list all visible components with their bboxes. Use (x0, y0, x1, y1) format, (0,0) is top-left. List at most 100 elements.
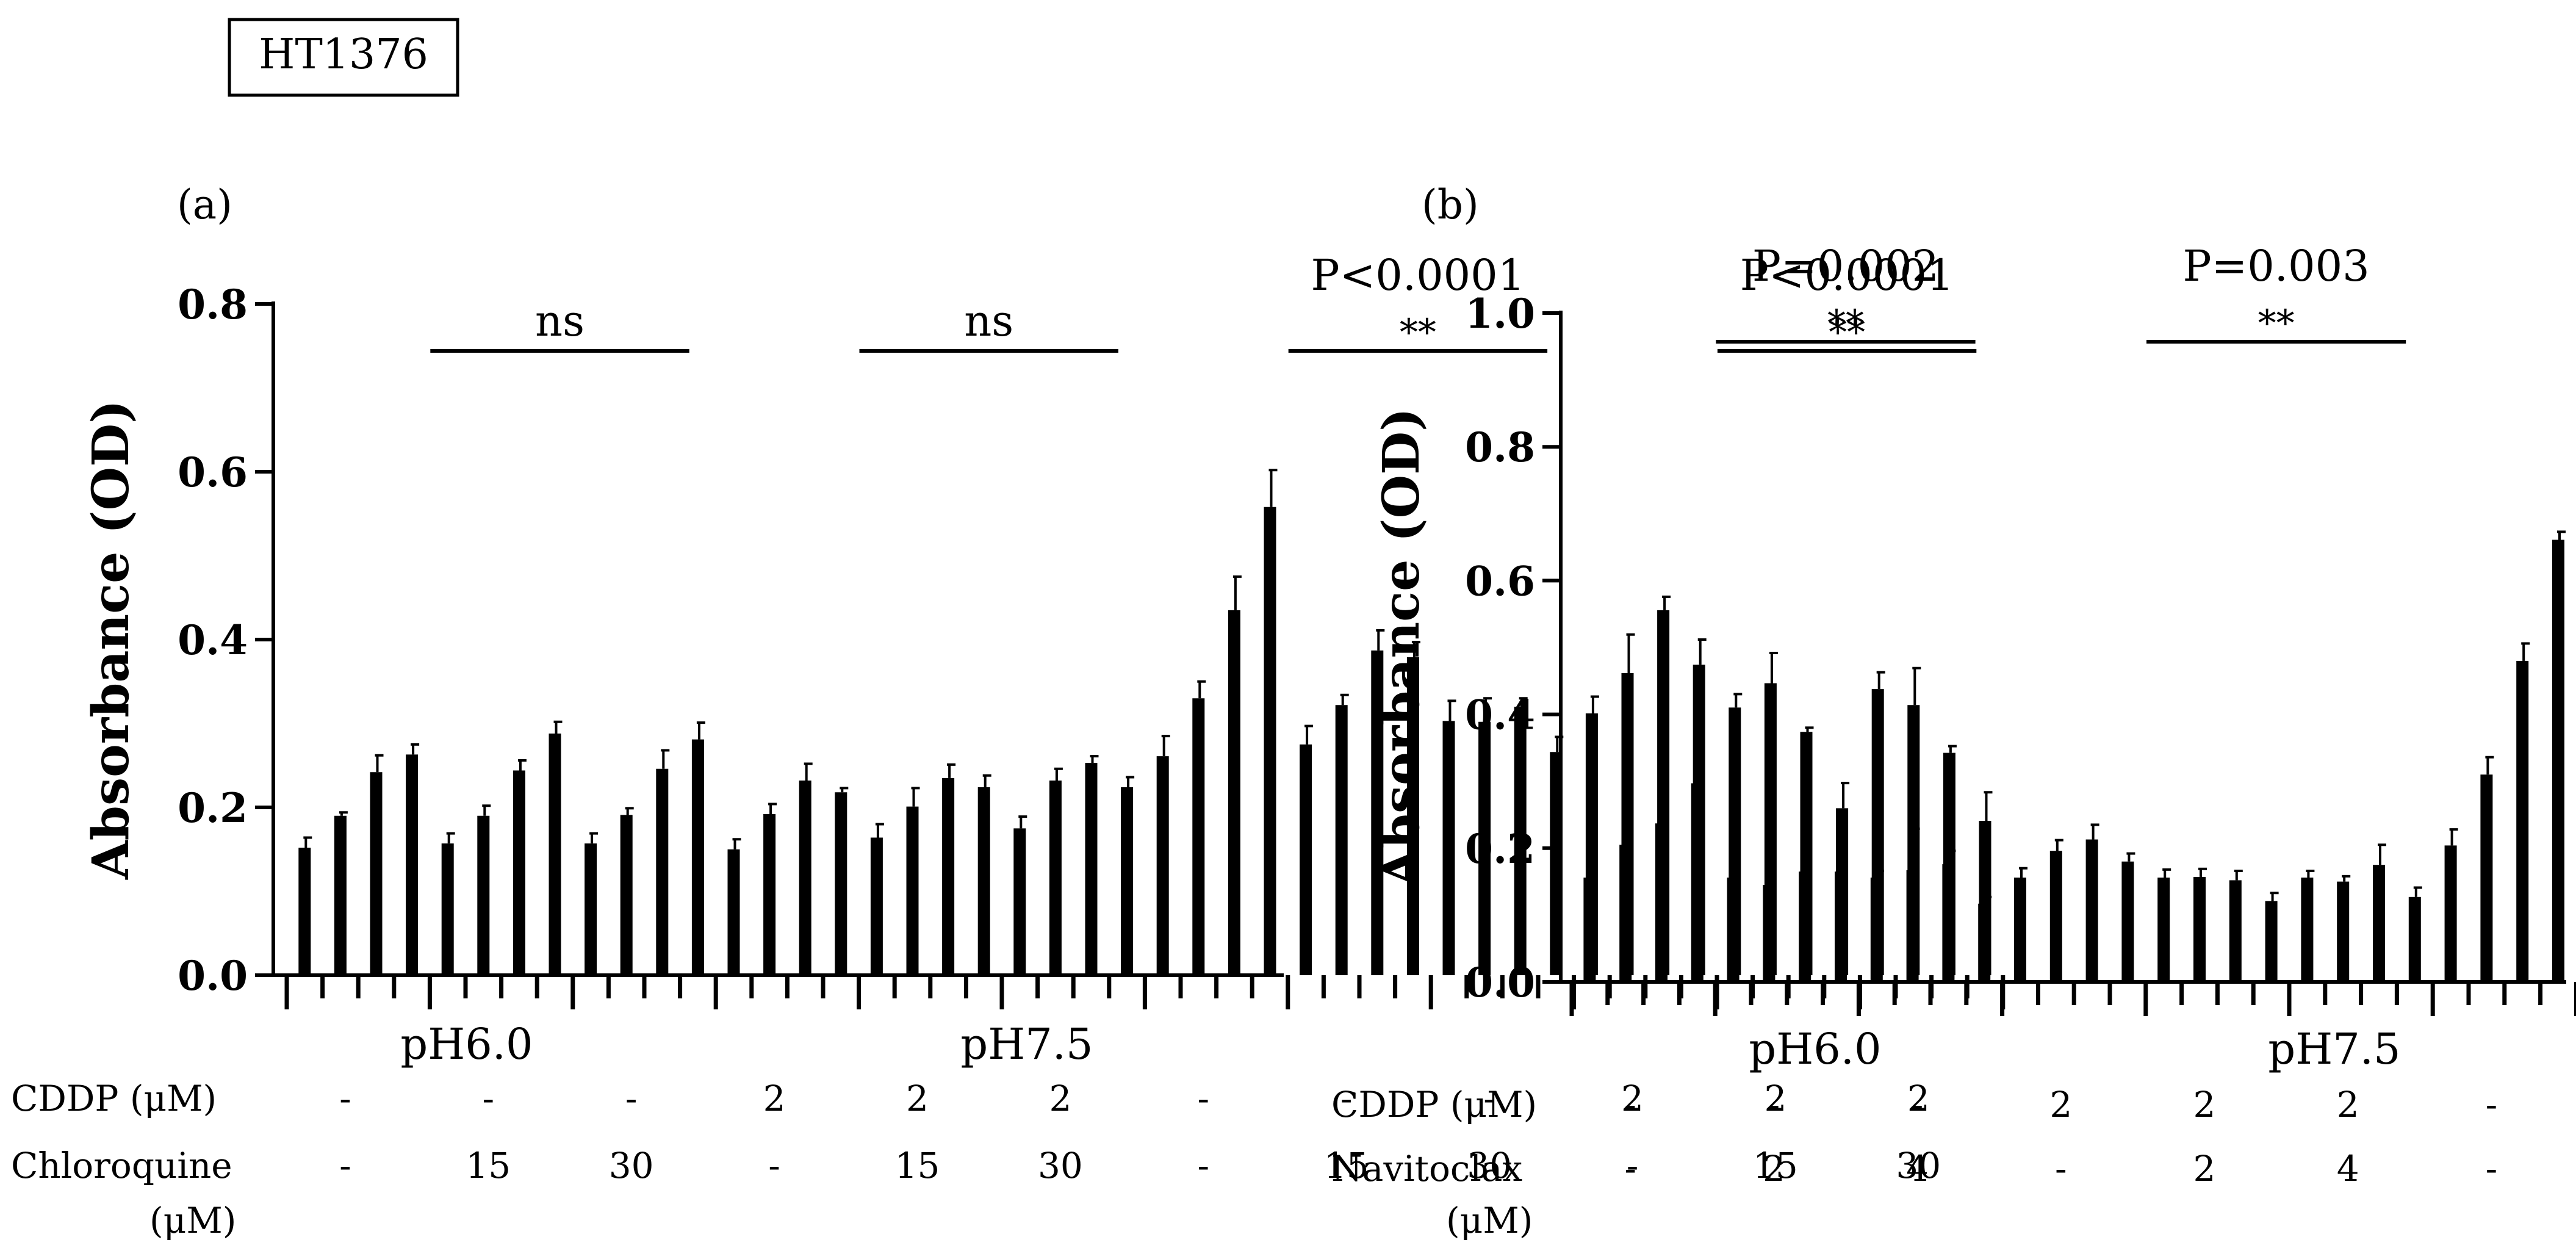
bar (691, 739, 704, 975)
bar (2229, 880, 2242, 982)
bar (2552, 539, 2564, 982)
bar (370, 772, 383, 975)
y-tick-label: 1.0 (1465, 290, 1535, 337)
agent-value: - (1624, 1148, 1636, 1189)
cell-line-label: HT1376 (259, 31, 428, 79)
bar (1478, 721, 1491, 975)
agent-value: 30 (1467, 1145, 1512, 1186)
agent-value: 2 (1763, 1148, 1785, 1189)
bar (835, 792, 847, 975)
group-label: pH6.0 (1749, 1024, 1881, 1074)
y-tick-label: 0.0 (1465, 959, 1535, 1006)
cddp-value: 2 (2337, 1084, 2359, 1125)
y-tick-label: 0.2 (178, 784, 248, 832)
y-tick-label: 0.6 (1465, 557, 1535, 605)
bar (763, 814, 776, 975)
bar (1514, 707, 1527, 975)
bar (1655, 823, 1668, 982)
agent-value: - (339, 1145, 351, 1186)
agent-row-label: Chloroquine (11, 1145, 232, 1186)
y-tick-label: 0.2 (1465, 825, 1535, 873)
bar (2480, 774, 2493, 982)
bar (1442, 721, 1455, 975)
significance-label: ns (964, 296, 1013, 346)
panel-b: (b) Absorbance (OD) 0.0 0.2 0.4 0.6 0.8 1.0 ** P=… (1331, 181, 2576, 1241)
cddp-value: 2 (2049, 1084, 2072, 1125)
significance-label: ** (1827, 302, 1864, 345)
bar (1799, 871, 1811, 982)
cddp-value: - (1340, 1078, 1353, 1119)
y-tick-label: 0.8 (178, 281, 248, 328)
agent-value: 4 (1906, 1148, 1929, 1189)
bar (1156, 756, 1169, 975)
y-tick-label: 0.4 (1465, 691, 1535, 739)
bar (513, 770, 525, 975)
agent-value: - (768, 1145, 780, 1186)
agent-row-label-unit: (μM) (149, 1200, 236, 1241)
cddp-value: - (1912, 1084, 1924, 1125)
significance-label: ** (1400, 311, 1436, 354)
agent-value: 30 (609, 1145, 654, 1186)
cddp-value: - (1624, 1084, 1636, 1125)
bar (585, 843, 597, 975)
cddp-value: 2 (2193, 1084, 2216, 1125)
cddp-value: 2 (906, 1078, 929, 1119)
significance-label: ** (2258, 302, 2295, 345)
p-value-label: P=0.002 (1752, 241, 1939, 291)
cddp-value: 2 (1764, 1078, 1786, 1119)
bar (549, 734, 561, 975)
bar (1835, 871, 1847, 982)
bar (2444, 845, 2457, 982)
y-axis-label: Absorbance (OD) (82, 400, 140, 880)
bar (727, 849, 740, 975)
bar (1942, 864, 1955, 982)
agent-value: 2 (2193, 1148, 2216, 1189)
agent-value: 15 (1324, 1145, 1369, 1186)
bar (1049, 781, 1062, 975)
p-value-label: P<0.0001 (1311, 250, 1525, 300)
significance-label: ** (1829, 311, 1865, 354)
agent-value: - (1197, 1145, 1209, 1186)
p-value-label: P<0.0001 (1740, 250, 1954, 300)
bar (1583, 878, 1596, 982)
cddp-value: 2 (763, 1078, 786, 1119)
bar (1691, 783, 1704, 982)
panel-a: (a)Absorbance (OD)0.00.20.40.60.8 ns ns **P… (11, 181, 2006, 1241)
cddp-value: - (1197, 1078, 1209, 1119)
bar (1264, 507, 1276, 975)
p-value-label: P=0.003 (2183, 241, 2370, 291)
cddp-row-label: CDDP (μM) (11, 1078, 217, 1119)
bar (1013, 828, 1026, 975)
bar (1085, 763, 1098, 975)
bar (2049, 851, 2062, 982)
bar (1300, 744, 1312, 975)
agent-row-label-unit: (μM) (1446, 1200, 1533, 1241)
agent-value: 15 (895, 1145, 940, 1186)
y-tick-label: 0.8 (1465, 424, 1535, 471)
bar (2085, 839, 2098, 982)
bar (870, 837, 883, 975)
agent-value: 15 (1753, 1145, 1798, 1186)
bar (1192, 698, 1205, 975)
bar (2373, 865, 2385, 982)
cell-line-box (228, 18, 459, 97)
bar (2516, 660, 2529, 982)
cddp-value: - (1768, 1084, 1780, 1125)
agent-value: - (2055, 1148, 2067, 1189)
y-tick-label: 0.0 (178, 952, 248, 1000)
bar (977, 787, 990, 975)
bar (2265, 901, 2278, 982)
bar (334, 815, 347, 975)
bar (2014, 878, 2026, 982)
bar (2193, 876, 2206, 982)
bar (906, 806, 919, 975)
bar (1870, 878, 1883, 982)
bar (1371, 650, 1384, 975)
bar (1335, 705, 1348, 975)
y-axis-label: Absorbance (OD) (1372, 408, 1431, 888)
group-label: pH6.0 (400, 1019, 533, 1069)
bar (1978, 903, 1991, 982)
agent-value: 15 (466, 1145, 511, 1186)
